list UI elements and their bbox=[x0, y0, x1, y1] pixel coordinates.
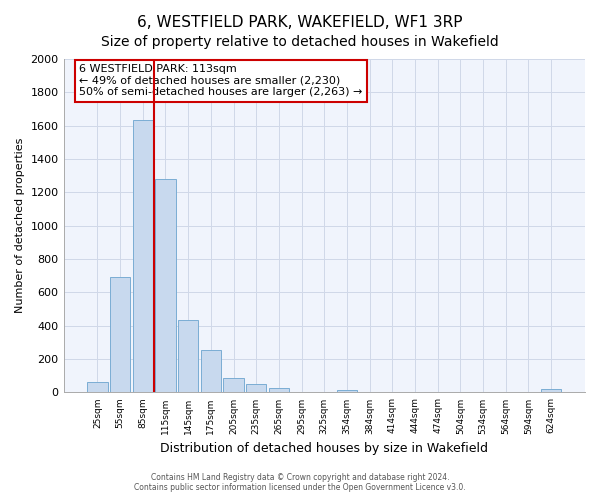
Bar bbox=[110, 276, 130, 392]
Bar bbox=[87, 382, 107, 392]
Text: 6, WESTFIELD PARK, WAKEFIELD, WF1 3RP: 6, WESTFIELD PARK, WAKEFIELD, WF1 3RP bbox=[137, 15, 463, 30]
Bar bbox=[541, 389, 561, 392]
Bar bbox=[337, 390, 357, 392]
X-axis label: Distribution of detached houses by size in Wakefield: Distribution of detached houses by size … bbox=[160, 442, 488, 455]
Text: Size of property relative to detached houses in Wakefield: Size of property relative to detached ho… bbox=[101, 35, 499, 49]
Bar bbox=[155, 179, 176, 392]
Bar bbox=[200, 350, 221, 393]
Bar bbox=[223, 378, 244, 392]
Bar bbox=[246, 384, 266, 392]
Y-axis label: Number of detached properties: Number of detached properties bbox=[15, 138, 25, 314]
Text: Contains HM Land Registry data © Crown copyright and database right 2024.
Contai: Contains HM Land Registry data © Crown c… bbox=[134, 473, 466, 492]
Bar bbox=[178, 320, 199, 392]
Bar bbox=[269, 388, 289, 392]
Bar bbox=[133, 120, 153, 392]
Text: 6 WESTFIELD PARK: 113sqm
← 49% of detached houses are smaller (2,230)
50% of sem: 6 WESTFIELD PARK: 113sqm ← 49% of detach… bbox=[79, 64, 362, 97]
